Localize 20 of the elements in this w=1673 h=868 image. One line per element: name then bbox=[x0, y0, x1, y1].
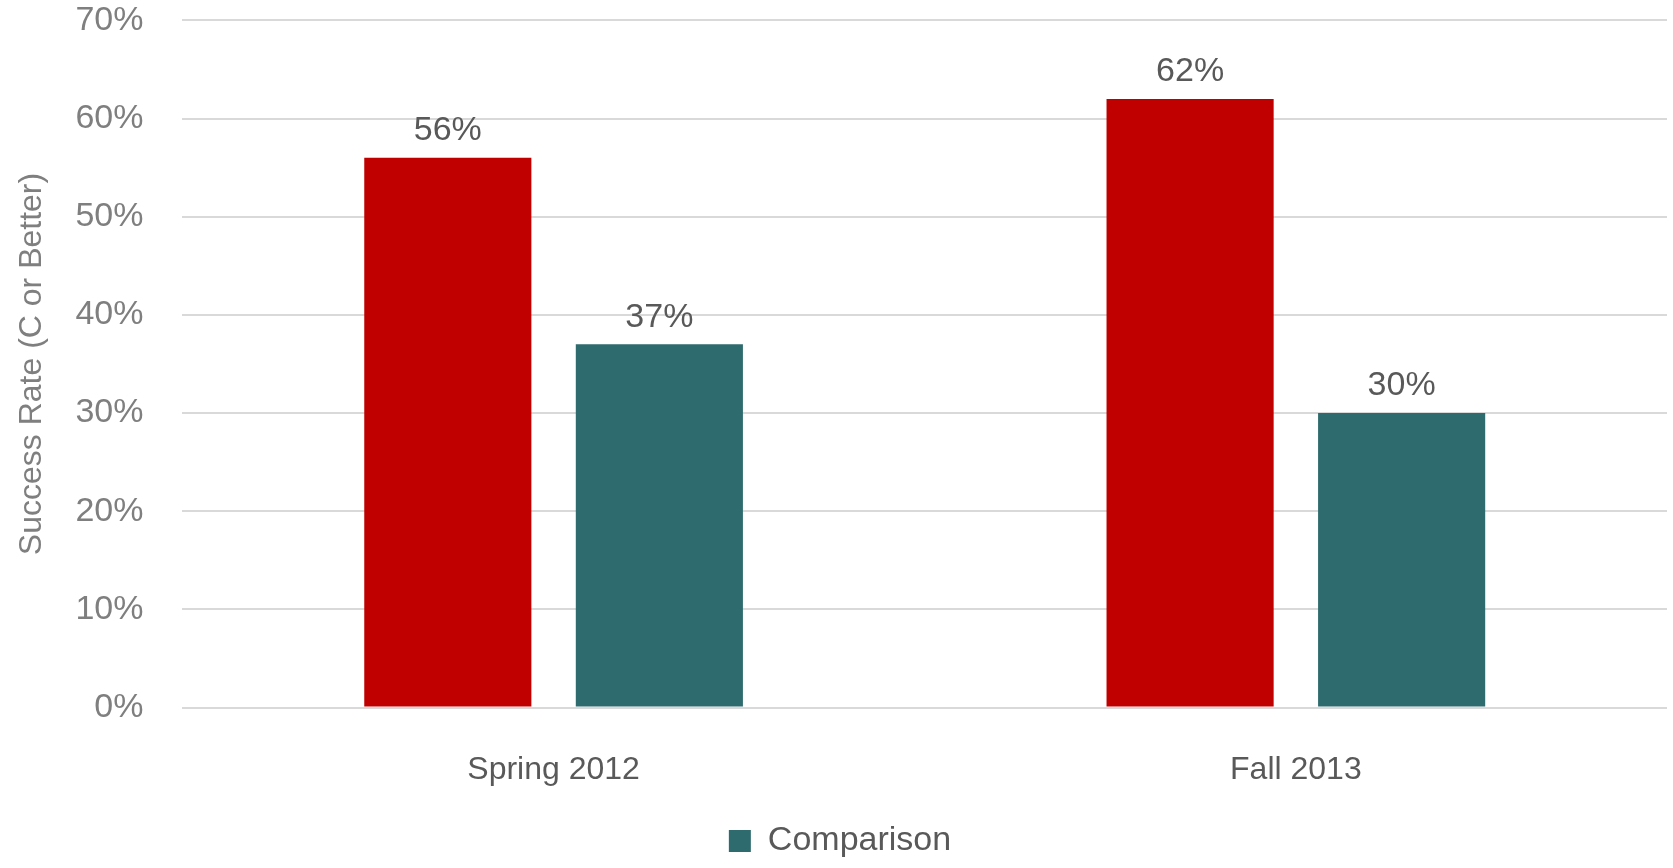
data-label: 56% bbox=[413, 109, 482, 148]
x-tick-label: Spring 2012 bbox=[467, 749, 640, 786]
y-tick-label: 60% bbox=[75, 96, 144, 135]
data-label: 30% bbox=[1367, 364, 1436, 403]
y-tick-label: 70% bbox=[75, 0, 144, 37]
y-tick-label: 30% bbox=[75, 391, 144, 430]
data-label: 37% bbox=[625, 295, 694, 334]
y-tick-label: 50% bbox=[75, 195, 144, 234]
bar bbox=[1106, 98, 1274, 707]
bar bbox=[1318, 413, 1486, 707]
bar bbox=[575, 344, 743, 707]
data-label: 62% bbox=[1156, 50, 1225, 89]
y-tick-label: 20% bbox=[75, 489, 144, 528]
y-tick-label: 10% bbox=[75, 587, 144, 626]
y-axis-title: Success Rate (C or Better) bbox=[12, 172, 49, 556]
y-tick-label: 0% bbox=[94, 685, 144, 724]
x-tick-label: Fall 2013 bbox=[1230, 749, 1362, 786]
y-tick-label: 40% bbox=[75, 293, 144, 332]
legend-label: Comparison bbox=[767, 819, 952, 858]
bar bbox=[364, 157, 532, 707]
